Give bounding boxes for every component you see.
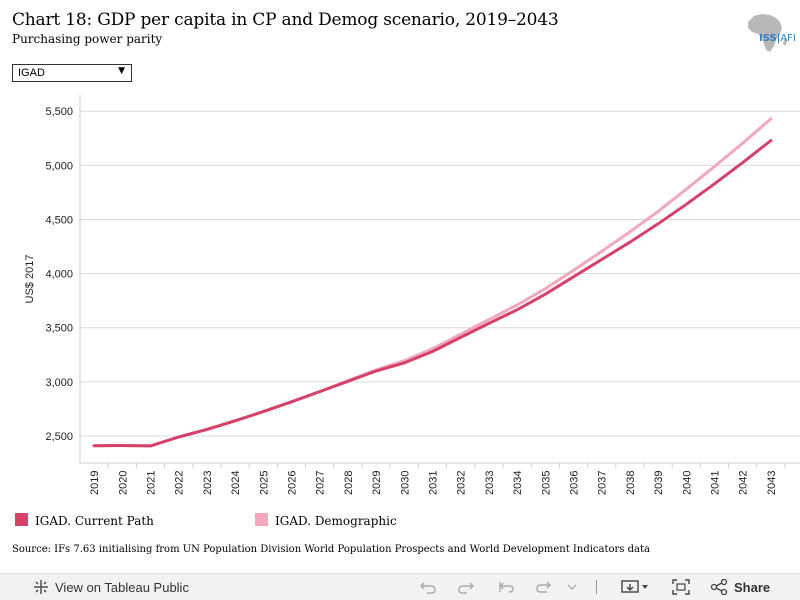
- x-tick-label: 2026: [287, 471, 299, 495]
- refresh-icon: [536, 581, 551, 593]
- x-tick-label: 2024: [230, 471, 242, 495]
- legend-swatch-demographic: [255, 513, 268, 526]
- dropdown-arrow-icon: ▼: [118, 66, 125, 76]
- x-tick-label: 2029: [371, 471, 383, 495]
- x-tick-label: 2025: [258, 471, 270, 495]
- legend-label-demographic: IGAD. Demographic: [275, 514, 397, 528]
- y-tick-label: 5,500: [45, 106, 73, 118]
- redo-button[interactable]: [457, 574, 475, 600]
- share-icon: [710, 579, 728, 595]
- y-tick-label: 5,000: [45, 160, 73, 172]
- x-tick-label: 2030: [399, 471, 411, 495]
- region-filter-dropdown[interactable]: IGAD ▼: [12, 64, 132, 82]
- fullscreen-icon: [672, 579, 690, 595]
- share-label: Share: [734, 579, 771, 595]
- x-tick-label: 2021: [146, 471, 158, 495]
- x-tick-label: 2035: [540, 471, 552, 495]
- x-tick-label: 2038: [625, 471, 637, 495]
- x-tick-label: 2020: [117, 471, 129, 495]
- region-filter-value: IGAD: [18, 67, 45, 79]
- undo-button[interactable]: [419, 574, 437, 600]
- series-line-current-path: [92, 139, 773, 448]
- logo-text: ISS: [759, 33, 777, 44]
- x-tick-label: 2028: [343, 471, 355, 495]
- y-tick-label: 4,000: [45, 269, 73, 281]
- y-tick-label: 2,500: [45, 431, 73, 443]
- redo-icon: [458, 582, 474, 594]
- view-on-tableau-label: View on Tableau Public: [55, 579, 189, 595]
- tableau-toolbar: View on Tableau Public: [0, 573, 800, 600]
- logo-text-suffix: AFI: [780, 33, 796, 44]
- y-tick-label: 3,000: [45, 377, 73, 389]
- x-tick-label: 2023: [202, 471, 214, 495]
- download-button[interactable]: [621, 574, 651, 600]
- x-tick-label: 2041: [710, 471, 722, 495]
- refresh-button[interactable]: [535, 574, 553, 600]
- x-tick-label: 2034: [512, 471, 524, 495]
- pause-button[interactable]: [566, 574, 578, 600]
- x-tick-label: 2032: [456, 471, 468, 495]
- x-tick-label: 2042: [738, 471, 750, 495]
- download-icon: [621, 580, 648, 593]
- chart-subtitle: Purchasing power parity: [12, 32, 163, 46]
- toolbar-divider: [596, 580, 597, 594]
- legend-item-current-path[interactable]: IGAD. Current Path: [15, 512, 205, 528]
- legend-item-demographic[interactable]: IGAD. Demographic: [255, 512, 445, 528]
- chevron-down-icon: [567, 584, 577, 590]
- series-line-demographic: [92, 117, 773, 448]
- x-tick-label: 2033: [484, 471, 496, 495]
- x-tick-label: 2019: [89, 471, 101, 495]
- x-tick-label: 2022: [174, 471, 186, 495]
- legend-label-current-path: IGAD. Current Path: [35, 514, 154, 528]
- x-tick-label: 2037: [597, 471, 609, 495]
- africa-map-icon: [748, 14, 787, 52]
- y-axis-label: US$ 2017: [24, 255, 36, 304]
- legend-swatch-current-path: [15, 513, 28, 526]
- y-tick-label: 3,500: [45, 323, 73, 335]
- tableau-icon: [34, 580, 48, 594]
- undo-icon: [420, 582, 436, 594]
- x-tick-label: 2043: [766, 471, 778, 495]
- x-tick-label: 2039: [653, 471, 665, 495]
- x-tick-label: 2040: [681, 471, 693, 495]
- x-tick-label: 2027: [315, 471, 327, 495]
- fullscreen-button[interactable]: [672, 574, 690, 600]
- revert-icon: [499, 582, 514, 593]
- x-tick-label: 2036: [569, 471, 581, 495]
- chart-title: Chart 18: GDP per capita in CP and Demog…: [12, 10, 559, 30]
- line-chart: 2,500 3,000 3,500 4,000 4,500 5,000 5,500 2019 2…: [24, 95, 800, 495]
- revert-button[interactable]: [497, 574, 515, 600]
- x-tick-label: 2031: [428, 471, 440, 495]
- share-button[interactable]: Share: [710, 574, 770, 600]
- y-tick-label: 4,500: [45, 214, 73, 226]
- view-on-tableau-public-link[interactable]: View on Tableau Public: [33, 574, 189, 600]
- source-note: Source: IFs 7.63 initialising from UN Po…: [12, 544, 650, 555]
